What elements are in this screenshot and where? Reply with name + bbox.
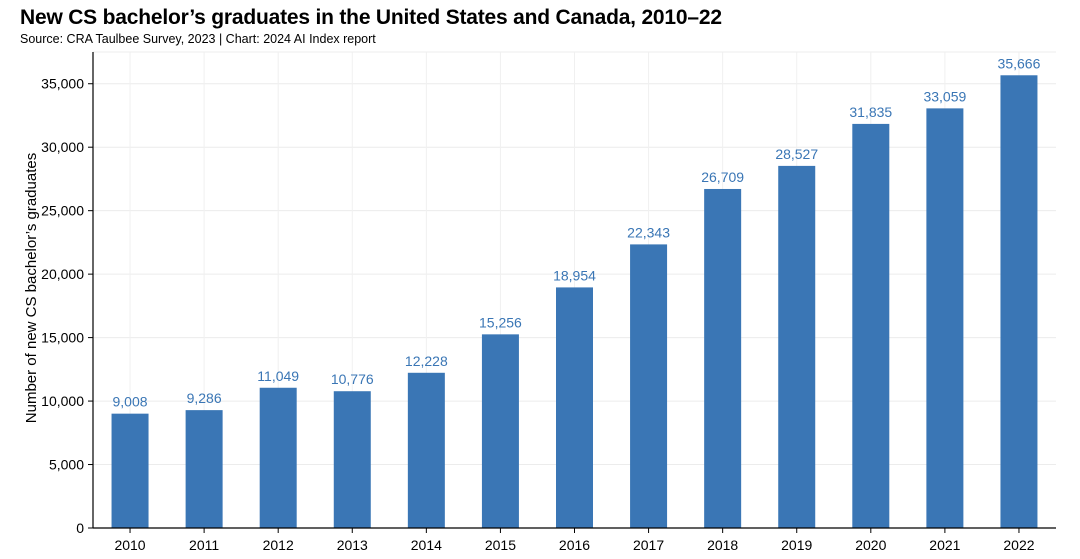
value-label-2022: 35,666 <box>998 55 1041 71</box>
bar-2018 <box>704 188 742 528</box>
chart-title: New CS bachelor’s graduates in the Unite… <box>20 6 722 29</box>
y-tick-label: 5,000 <box>49 457 84 473</box>
bar-2020 <box>852 123 890 529</box>
bar-2013 <box>333 391 371 528</box>
x-tick-label-2022: 2022 <box>1003 537 1034 553</box>
x-tick-label-2013: 2013 <box>337 537 368 553</box>
bar-2016 <box>556 287 593 528</box>
y-tick-label: 15,000 <box>41 330 84 346</box>
value-label-2019: 28,527 <box>775 146 818 162</box>
value-label-2016: 18,954 <box>553 267 596 283</box>
bar-2014 <box>407 372 445 528</box>
bar-2011 <box>185 410 223 528</box>
value-label-2020: 31,835 <box>849 104 892 120</box>
chart-subtitle: Source: CRA Taulbee Survey, 2023 | Chart… <box>20 32 376 46</box>
y-tick-label: 25,000 <box>41 203 84 219</box>
x-tick-label-2011: 2011 <box>189 537 219 553</box>
x-axis: 2010 2011 2012 2013 2014 2015 2016 2017 2018 2019… <box>93 527 1056 553</box>
bars <box>111 75 1038 529</box>
y-tick-label: 0 <box>76 520 84 536</box>
y-axis-label: Number of new CS bachelor’s graduates <box>23 153 40 423</box>
bar-2010 <box>111 413 149 528</box>
x-tick-label-2015: 2015 <box>485 537 516 553</box>
bar-2019 <box>778 165 816 528</box>
x-tick-label-2016: 2016 <box>559 537 590 553</box>
bar-2021 <box>926 108 964 528</box>
x-tick-label-2018: 2018 <box>707 537 738 553</box>
y-tick-label: 35,000 <box>41 76 84 92</box>
x-tick-label-2012: 2012 <box>263 537 294 553</box>
x-tick-label-2010: 2010 <box>114 537 145 553</box>
bar-2012 <box>259 387 297 528</box>
y-axis: 0 5,000 10,000 15,000 20,000 25,000 30,000 35,0… <box>41 52 94 536</box>
value-label-2010: 9,008 <box>113 394 148 410</box>
y-tick-label: 30,000 <box>41 139 84 155</box>
value-labels: 9,008 9,286 11,049 10,776 12,228 15,256 18,954… <box>113 55 1041 409</box>
y-tick-label: 10,000 <box>41 393 84 409</box>
bar-2015 <box>481 334 519 528</box>
value-label-2011: 9,286 <box>187 390 222 406</box>
x-tick-label-2021: 2021 <box>929 537 960 553</box>
x-tick-label-2019: 2019 <box>781 537 812 553</box>
x-tick-label-2014: 2014 <box>411 537 442 553</box>
x-tick-label-2020: 2020 <box>855 537 886 553</box>
value-label-2014: 12,228 <box>405 353 448 369</box>
bar-2017 <box>630 244 668 528</box>
bar-2022 <box>1000 75 1038 528</box>
value-label-2017: 22,343 <box>627 224 670 240</box>
value-label-2012: 11,049 <box>257 368 299 384</box>
value-label-2021: 33,059 <box>923 88 966 104</box>
x-tick-label-2017: 2017 <box>633 537 664 553</box>
value-label-2018: 26,709 <box>701 169 744 185</box>
value-label-2013: 10,776 <box>331 371 374 387</box>
value-label-2015: 15,256 <box>479 314 522 330</box>
y-tick-label: 20,000 <box>41 266 84 282</box>
